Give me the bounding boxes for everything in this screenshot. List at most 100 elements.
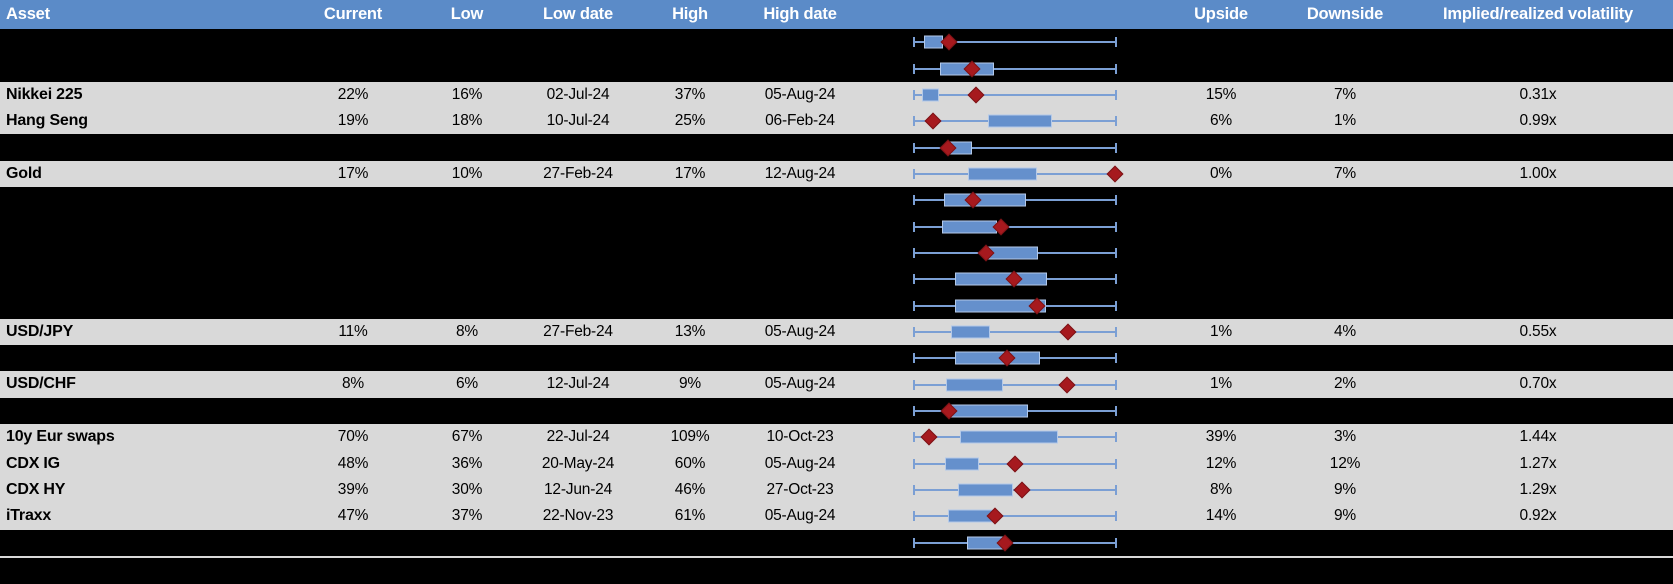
high-cell: 17%: [674, 164, 706, 182]
whisker-line: [914, 383, 1116, 386]
current-cell: 19%: [337, 112, 369, 130]
range-boxplot: [913, 82, 1117, 108]
high-date-cell: 05-Aug-24: [764, 85, 836, 103]
implied-realized-volatility-cell: 1.29x: [1519, 480, 1557, 498]
asset-name-cell: CDX IG: [6, 454, 60, 472]
low-date-cell: 22-Jul-24: [546, 428, 610, 446]
whisker-cap-right: [1115, 247, 1117, 258]
high-cell: 37%: [674, 85, 706, 103]
low-cell: 18%: [451, 112, 483, 130]
whisker-line: [914, 146, 1116, 149]
low-cell: 67%: [451, 428, 483, 446]
whisker-cap-left: [913, 537, 915, 548]
implied-realized-volatility-cell: [1418, 345, 1658, 371]
range-boxplot: [913, 530, 1117, 556]
whisker-cap-left: [913, 168, 915, 179]
upside-cell: [1159, 292, 1283, 318]
downside-cell: [1283, 292, 1407, 318]
upside-cell: [1159, 266, 1283, 292]
low-date-cell: 02-Jul-24: [546, 85, 610, 103]
implied-realized-volatility-cell: [1418, 398, 1658, 424]
whisker-cap-left: [913, 142, 915, 153]
upside-cell: 6%: [1209, 112, 1232, 130]
whisker-cap-left: [913, 37, 915, 48]
low-date-cell: [508, 213, 648, 239]
col-header-high: High: [672, 5, 708, 23]
range-boxplot: [913, 345, 1117, 371]
asset-name-cell: Gold: [6, 164, 42, 182]
current-cell: [291, 345, 415, 371]
whisker-line: [914, 541, 1116, 544]
implied-realized-volatility-cell: 0.55x: [1519, 322, 1557, 340]
high-cell: 109%: [670, 428, 710, 446]
whisker-cap-left: [913, 247, 915, 258]
whisker-cap-right: [1115, 432, 1117, 443]
whisker-line: [914, 67, 1116, 70]
downside-cell: 1%: [1333, 112, 1356, 130]
high-cell: 46%: [674, 480, 706, 498]
high-cell: 61%: [674, 507, 706, 525]
current-cell: 8%: [341, 375, 364, 393]
range-boxplot: [913, 424, 1117, 450]
table-header-row: Asset Current Low Low date High High dat…: [0, 0, 1673, 29]
whisker-line: [914, 330, 1116, 333]
low-date-cell: [508, 187, 648, 213]
table-row: [0, 29, 1673, 56]
upside-cell: [1159, 213, 1283, 239]
whisker-line: [914, 225, 1116, 228]
whisker-cap-right: [1115, 405, 1117, 416]
table-row: 10y Eur swaps 70% 67% 22-Jul-24 109% 10-…: [0, 424, 1673, 451]
downside-cell: [1283, 187, 1407, 213]
boxplot-box: [987, 246, 1039, 260]
implied-realized-volatility-cell: [1418, 530, 1658, 556]
low-date-cell: [508, 266, 648, 292]
whisker-cap-left: [913, 195, 915, 206]
boxplot-box: [955, 272, 1047, 286]
col-header-upside: Upside: [1194, 5, 1248, 23]
low-date-cell: 22-Nov-23: [542, 507, 614, 525]
implied-realized-volatility-cell: [1418, 187, 1658, 213]
upside-cell: [1159, 345, 1283, 371]
asset-name-cell: [6, 240, 286, 266]
asset-name-cell: USD/JPY: [6, 322, 74, 340]
whisker-cap-right: [1115, 537, 1117, 548]
low-cell: 10%: [451, 164, 483, 182]
low-cell: 30%: [451, 480, 483, 498]
current-cell: [291, 266, 415, 292]
downside-cell: 4%: [1333, 322, 1356, 340]
asset-name-cell: CDX HY: [6, 480, 66, 498]
current-level-diamond-icon: [1106, 165, 1124, 183]
whisker-cap-right: [1115, 89, 1117, 100]
high-date-cell: [730, 134, 870, 160]
range-boxplot: [913, 29, 1117, 55]
table-row: USD/CHF 8% 6% 12-Jul-24 9% 05-Aug-24 1% …: [0, 371, 1673, 398]
upside-cell: 8%: [1209, 480, 1232, 498]
range-boxplot: [913, 108, 1117, 134]
boxplot-box: [944, 193, 1026, 207]
whisker-cap-right: [1115, 326, 1117, 337]
whisker-cap-right: [1115, 221, 1117, 232]
high-date-cell: 05-Aug-24: [764, 507, 836, 525]
range-boxplot: [913, 292, 1117, 318]
upside-cell: [1159, 240, 1283, 266]
downside-cell: [1283, 398, 1407, 424]
asset-name-cell: [6, 187, 286, 213]
asset-name-cell: [6, 213, 286, 239]
low-date-cell: [508, 345, 648, 371]
boxplot-box: [955, 351, 1041, 365]
current-level-diamond-icon: [1013, 481, 1031, 499]
whisker-cap-right: [1115, 37, 1117, 48]
asset-name-cell: Hang Seng: [6, 112, 88, 130]
low-date-cell: [508, 240, 648, 266]
low-cell: 16%: [451, 85, 483, 103]
implied-realized-volatility-cell: 0.70x: [1519, 375, 1557, 393]
upside-cell: 1%: [1209, 375, 1232, 393]
implied-realized-volatility-cell: [1418, 213, 1658, 239]
current-cell: [291, 530, 415, 556]
table-row: Hang Seng 19% 18% 10-Jul-24 25% 06-Feb-2…: [0, 108, 1673, 135]
current-cell: 17%: [337, 164, 369, 182]
downside-cell: 9%: [1333, 507, 1356, 525]
table-row: [0, 55, 1673, 82]
low-date-cell: [508, 292, 648, 318]
low-date-cell: [508, 134, 648, 160]
